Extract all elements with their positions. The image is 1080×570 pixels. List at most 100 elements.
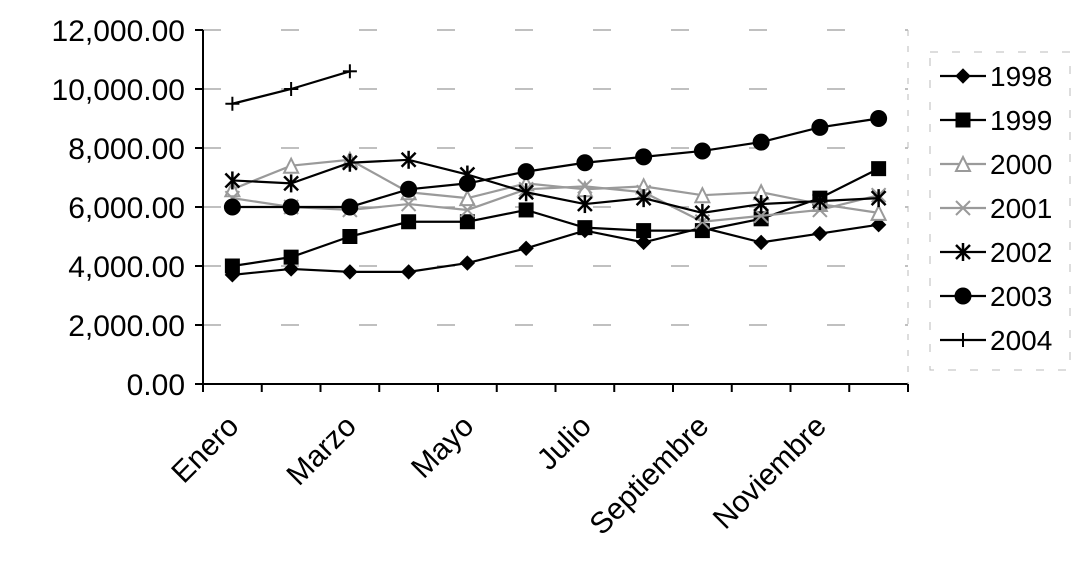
- legend-box: [929, 51, 1071, 371]
- legend-item-2002: 2002: [940, 237, 1052, 268]
- data-point: [753, 211, 769, 227]
- x-tick-label: Septiembre: [584, 410, 716, 542]
- data-point: [870, 203, 888, 221]
- data-point: [342, 64, 357, 79]
- data-point: [811, 118, 829, 136]
- data-point: [341, 198, 359, 216]
- series-1998: [224, 216, 887, 283]
- y-tick-label: 4,000.00: [68, 251, 185, 284]
- y-tick-label: 10,000.00: [52, 74, 185, 107]
- y-tick-label: 0.00: [127, 369, 185, 402]
- data-point: [400, 264, 417, 280]
- data-point: [401, 214, 417, 230]
- legend-label: 1998: [990, 61, 1052, 92]
- legend-label: 2003: [990, 281, 1052, 312]
- series-2002: [224, 150, 887, 222]
- data-point: [282, 156, 300, 174]
- series-group: [223, 64, 888, 283]
- data-point: [955, 68, 971, 84]
- legend-label: 2001: [990, 193, 1052, 224]
- legend-item-2003: 2003: [940, 281, 1052, 312]
- data-point: [694, 203, 711, 222]
- legend-item-2001: 2001: [940, 193, 1052, 224]
- data-point: [224, 258, 240, 274]
- x-tick-label: Marzo: [281, 410, 363, 492]
- series-2004: [225, 64, 357, 111]
- data-point: [223, 198, 241, 216]
- y-tick-label: 12,000.00: [52, 15, 185, 48]
- y-tick-label: 6,000.00: [68, 192, 185, 225]
- series-line: [232, 158, 879, 215]
- data-point: [341, 153, 358, 172]
- series-line: [232, 117, 879, 209]
- data-point: [870, 189, 887, 208]
- data-point: [955, 112, 971, 128]
- data-point: [956, 333, 970, 347]
- data-point: [400, 196, 417, 212]
- y-tick-label: 2,000.00: [68, 310, 185, 343]
- data-point: [870, 110, 888, 127]
- data-point: [753, 195, 770, 214]
- legend-item-1998: 1998: [940, 61, 1052, 92]
- data-point: [753, 208, 769, 224]
- series-2003: [223, 110, 888, 216]
- legend-label: 2004: [990, 325, 1052, 356]
- data-point: [400, 150, 417, 169]
- legend-label: 2002: [990, 237, 1052, 268]
- x-tick-label: Mayo: [405, 410, 480, 485]
- data-point: [283, 249, 299, 265]
- data-point: [400, 180, 418, 198]
- data-point: [283, 174, 300, 193]
- data-point: [577, 178, 593, 195]
- data-point: [458, 174, 476, 192]
- data-point: [812, 225, 828, 242]
- data-point: [282, 198, 300, 216]
- data-point: [284, 82, 299, 96]
- legend: 1998 1999 2000 2001 2002 2003 2004: [929, 51, 1071, 371]
- data-point: [870, 216, 887, 233]
- data-point: [955, 200, 971, 216]
- data-point: [518, 240, 534, 257]
- data-point: [517, 163, 535, 181]
- legend-label: 2000: [990, 149, 1052, 180]
- data-point: [811, 192, 828, 211]
- data-point: [459, 255, 476, 271]
- series-line: [232, 185, 879, 223]
- data-point: [225, 96, 240, 111]
- series-line: [231, 158, 879, 214]
- data-point: [342, 229, 358, 244]
- y-axis-ticks: 12,000.00 10,000.00 8,000.00 6,000.00 4,000.…: [52, 15, 203, 402]
- legend-item-1999: 1999: [940, 105, 1052, 136]
- data-point: [518, 202, 534, 218]
- data-point: [954, 154, 972, 172]
- legend-item-2000: 2000: [940, 149, 1052, 180]
- data-point: [224, 171, 241, 190]
- data-point: [694, 223, 710, 239]
- data-point: [871, 161, 887, 177]
- data-point: [459, 214, 475, 230]
- data-point: [342, 264, 358, 280]
- data-point: [635, 148, 653, 166]
- data-point: [753, 234, 769, 251]
- series-line: [232, 223, 879, 276]
- data-point: [752, 133, 770, 151]
- x-tick-label: Enero: [165, 410, 245, 490]
- legend-item-2004: 2004: [940, 325, 1052, 356]
- data-point: [458, 188, 476, 207]
- data-point: [576, 154, 594, 172]
- data-point: [576, 195, 593, 214]
- data-point: [693, 185, 711, 204]
- data-point: [577, 220, 593, 236]
- data-point: [954, 287, 972, 305]
- data-point: [459, 202, 476, 218]
- data-point: [283, 261, 299, 277]
- data-point: [518, 183, 535, 202]
- data-point: [635, 189, 652, 208]
- data-point: [693, 142, 711, 160]
- data-point: [955, 243, 971, 261]
- x-tick-label: Julio: [531, 410, 598, 477]
- x-tick-label: Noviembre: [707, 410, 833, 536]
- data-point: [636, 223, 652, 239]
- data-point: [635, 234, 652, 251]
